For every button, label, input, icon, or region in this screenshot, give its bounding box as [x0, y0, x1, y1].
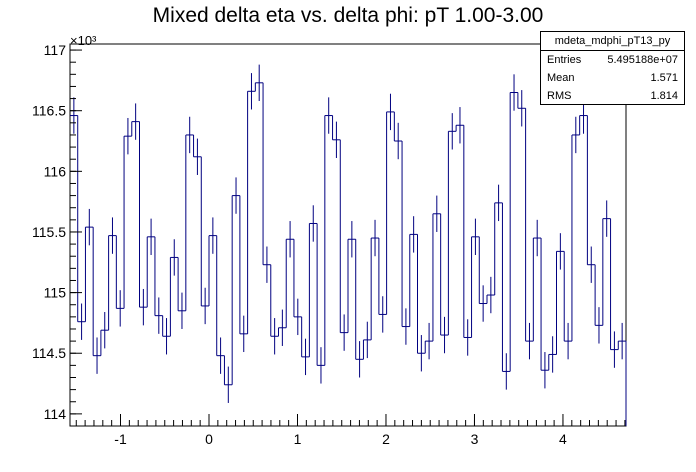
histogram-bins: [70, 64, 627, 426]
plot-frame: [69, 43, 627, 427]
stats-histogram-name: mdeta_mdphi_pT13_py: [541, 32, 684, 51]
x-tick-label: 3: [471, 431, 479, 447]
stats-row-entries: Entries 5.495188e+07: [541, 51, 684, 69]
y-tick-label: 115: [44, 285, 67, 301]
y-tick-label: 116: [44, 163, 67, 179]
x-tick-label: 0: [205, 431, 213, 447]
y-tick-label: 115.5: [32, 224, 66, 240]
y-tick-label: 117: [44, 42, 67, 58]
x-tick-label: 4: [559, 431, 567, 447]
stats-key: Mean: [547, 72, 575, 84]
y-tick-label: 116.5: [32, 103, 66, 119]
stats-key: Entries: [547, 54, 582, 66]
stats-box: mdeta_mdphi_pT13_py Entries 5.495188e+07…: [540, 31, 685, 105]
x-tick-label: 2: [382, 431, 390, 447]
stats-value: 5.495188e+07: [607, 54, 678, 66]
stats-row-rms: RMS 1.814: [541, 87, 684, 105]
stats-value: 1.571: [650, 72, 678, 84]
y-tick-label: 114.5: [32, 345, 66, 361]
axes: 114 114.5 115 115.5 116 116.5 117 -1 0 1 2 3 4: [32, 42, 626, 447]
chart-title: Mixed delta eta vs. delta phi: pT 1.00-3…: [152, 4, 544, 27]
x-tick-label: -1: [114, 431, 127, 447]
x-tick-label: 1: [294, 431, 302, 447]
y-tick-label: 114: [44, 406, 67, 422]
stats-key: RMS: [547, 90, 572, 102]
stats-value: 1.814: [650, 90, 678, 102]
y-axis-multiplier: ×10³: [70, 33, 97, 48]
stats-row-mean: Mean 1.571: [541, 69, 684, 87]
